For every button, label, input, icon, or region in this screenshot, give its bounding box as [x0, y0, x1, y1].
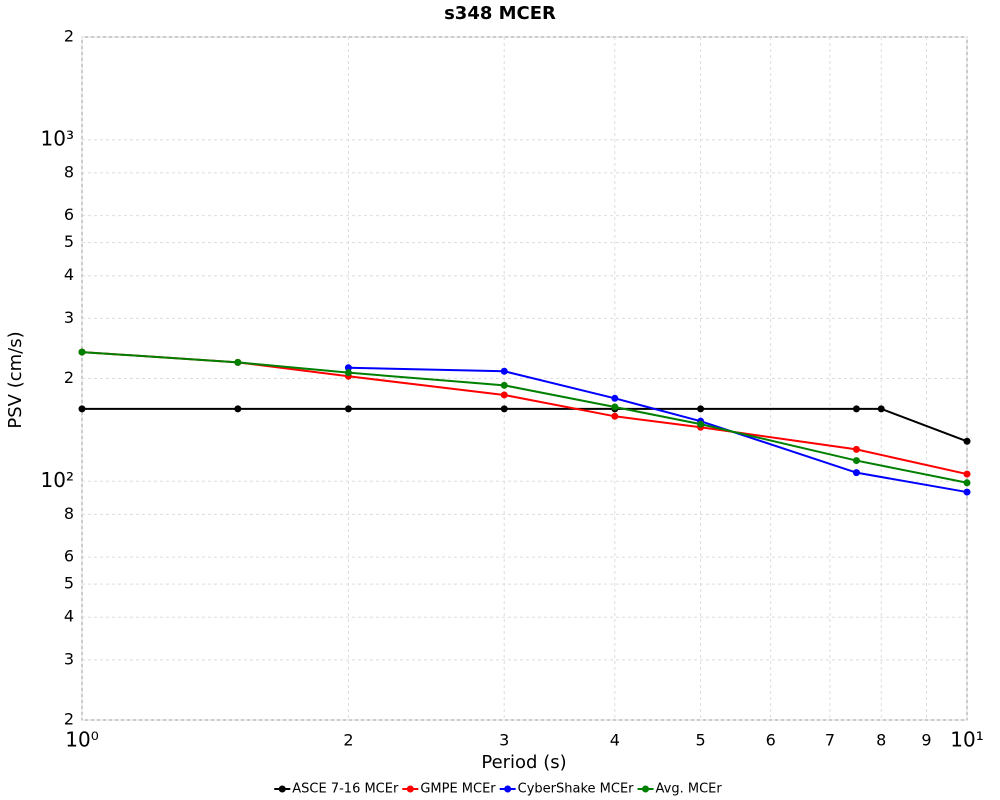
y-tick-label: 6 — [64, 547, 74, 566]
y-tick-label: 2 — [64, 27, 74, 46]
legend-label: ASCE 7-16 MCEr — [292, 782, 399, 797]
data-point — [500, 391, 508, 399]
legend-marker — [406, 785, 414, 793]
x-tick-label: 3 — [499, 731, 509, 750]
y-tick-label: 8 — [64, 504, 74, 523]
y-tick-label: 8 — [64, 162, 74, 181]
data-point — [611, 394, 619, 402]
legend-label: Avg. MCEr — [656, 782, 723, 797]
data-point — [963, 488, 971, 496]
y-tick-label: 5 — [64, 232, 74, 251]
data-point — [963, 479, 971, 487]
data-point — [500, 381, 508, 389]
data-point — [500, 405, 508, 413]
data-point — [852, 457, 860, 465]
y-axis-label: PSV (cm/s) — [5, 331, 26, 428]
x-tick-label: 10¹ — [950, 728, 983, 752]
x-tick-label: 10⁰ — [65, 728, 98, 752]
data-point — [344, 369, 352, 377]
x-axis-label: Period (s) — [481, 752, 566, 773]
data-point — [234, 358, 242, 366]
data-point — [500, 367, 508, 375]
chart-title: s348 MCER — [444, 3, 556, 24]
series-line — [81, 351, 968, 484]
data-point — [78, 405, 86, 413]
x-tick-label: 8 — [876, 731, 886, 750]
x-tick-label: 5 — [695, 731, 705, 750]
y-tick-label: 10³ — [41, 126, 74, 150]
legend-label: GMPE MCEr — [420, 782, 496, 797]
y-tick-label: 6 — [64, 205, 74, 224]
legend-label: CyberShake MCEr — [518, 782, 635, 797]
data-point — [697, 405, 705, 413]
data-point — [852, 405, 860, 413]
data-point — [611, 412, 619, 420]
y-tick-label: 4 — [64, 265, 74, 284]
data-point — [611, 403, 619, 411]
data-point — [344, 405, 352, 413]
data-point — [78, 348, 86, 356]
series-line — [82, 407, 968, 443]
y-tick-label: 3 — [64, 308, 74, 327]
x-tick-label: 7 — [825, 731, 835, 750]
y-tick-label: 5 — [64, 574, 74, 593]
data-point — [877, 405, 885, 413]
data-point — [234, 405, 242, 413]
data-point — [697, 420, 705, 428]
y-tick-label: 2 — [64, 368, 74, 387]
data-point — [963, 437, 971, 445]
x-tick-label: 6 — [766, 731, 776, 750]
legend-marker — [278, 785, 286, 793]
legend-marker — [642, 785, 650, 793]
y-tick-label: 2 — [64, 710, 74, 729]
series-line — [348, 366, 968, 494]
x-tick-label: 9 — [921, 731, 931, 750]
data-point — [852, 445, 860, 453]
y-tick-label: 3 — [64, 649, 74, 668]
x-tick-label: 4 — [610, 731, 620, 750]
y-tick-label: 10² — [41, 468, 74, 492]
data-point — [963, 470, 971, 478]
x-tick-label: 2 — [343, 731, 353, 750]
data-point — [344, 364, 352, 372]
legend-marker — [504, 785, 512, 793]
y-tick-label: 4 — [64, 607, 74, 626]
data-point — [852, 469, 860, 477]
